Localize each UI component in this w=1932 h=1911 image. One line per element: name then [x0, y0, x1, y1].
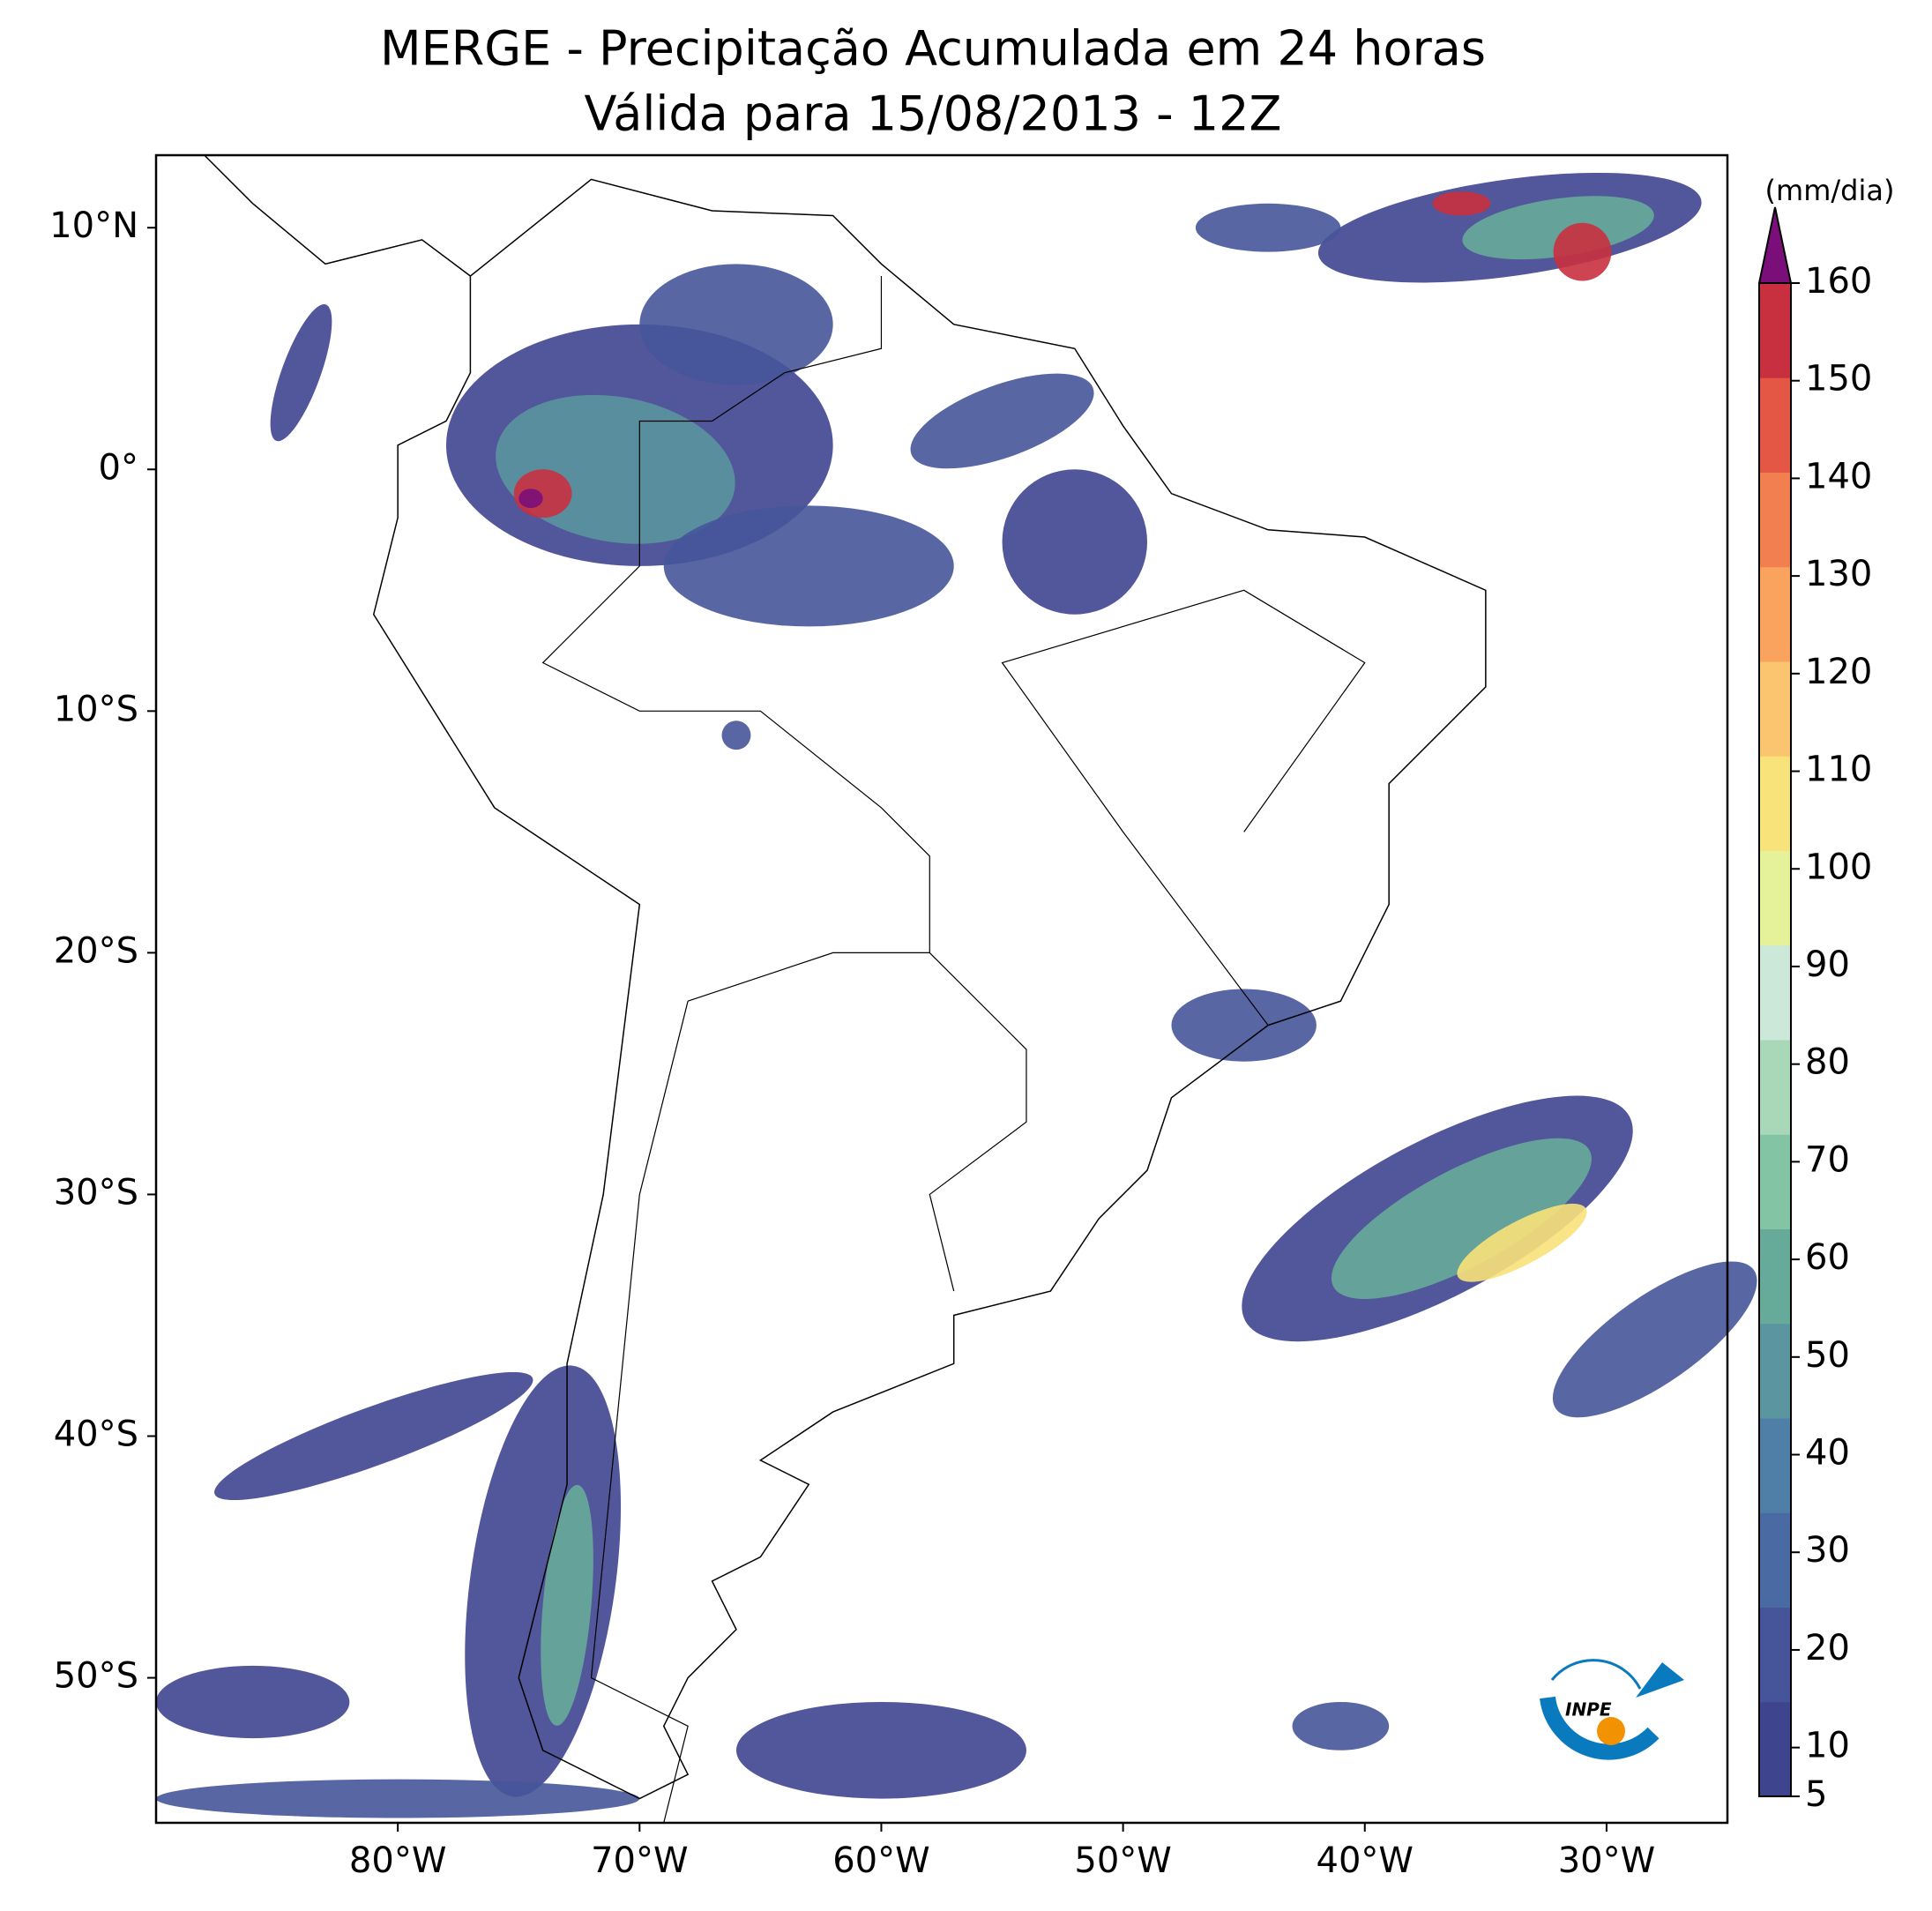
colorbar-segment	[1759, 566, 1791, 662]
precip-area	[1331, 1138, 1592, 1299]
y-tick-label: 10°S	[54, 689, 138, 729]
colorbar-tick-label: 5	[1805, 1774, 1827, 1815]
precip-area	[270, 304, 332, 442]
colorbar-tick-label: 130	[1805, 554, 1872, 594]
precip-area	[1002, 469, 1148, 615]
x-tick-label: 40°W	[1317, 1840, 1414, 1881]
border	[929, 952, 1027, 1292]
precip-area	[735, 1701, 1026, 1799]
precip-area	[910, 373, 1094, 469]
x-tick-label: 80°W	[349, 1840, 446, 1881]
y-tick-label: 10°N	[49, 205, 138, 246]
colorbar-tick-label: 20	[1805, 1628, 1850, 1668]
x-tick-label: 70°W	[591, 1840, 688, 1881]
colorbar-segment	[1759, 1607, 1791, 1703]
precip-area	[721, 720, 751, 750]
colorbar-tick-label: 110	[1805, 750, 1872, 790]
colorbar-frame	[1758, 282, 1792, 1797]
colorbar-segment	[1759, 1701, 1791, 1797]
colorbar-segment	[1759, 1134, 1791, 1229]
precip-area	[639, 264, 833, 385]
colorbar-segment	[1759, 1323, 1791, 1419]
map-frame	[154, 153, 1729, 1825]
border	[590, 1001, 689, 1824]
map-subtitle: Válida para 15/08/2013 - 12Z	[585, 86, 1282, 142]
x-tick-label: 60°W	[832, 1840, 929, 1881]
colorbar-tick-label: 90	[1805, 944, 1850, 985]
colorbar-label: (mm/dia)	[1765, 174, 1895, 207]
colorbar-tick-label: 30	[1805, 1530, 1850, 1571]
precip-area	[518, 489, 543, 509]
inpe-logo: INPE	[1540, 1659, 1684, 1760]
y-tick-label: 20°S	[54, 930, 138, 971]
svg-text:INPE: INPE	[1565, 1699, 1612, 1721]
y-tick-label: 0°	[99, 447, 138, 488]
precip-area	[1292, 1701, 1390, 1751]
colorbar-tick-label: 140	[1805, 456, 1872, 496]
colorbar-segment	[1759, 944, 1791, 1041]
colorbar-tick-label: 40	[1805, 1433, 1850, 1474]
precip-area	[1171, 989, 1317, 1062]
colorbar-extend	[1757, 206, 1793, 284]
colorbar-tick-label: 80	[1805, 1042, 1850, 1083]
colorbar-tick-label: 120	[1805, 652, 1872, 692]
precip-area	[156, 1665, 350, 1739]
colorbar-tick-label: 10	[1805, 1726, 1850, 1766]
colorbar-segment	[1759, 1040, 1791, 1135]
precip-area	[1552, 1261, 1757, 1418]
colorbar-tick-label: 70	[1805, 1139, 1850, 1180]
precip-area	[663, 505, 954, 627]
colorbar-segment	[1759, 1512, 1791, 1608]
colorbar-tick-label: 60	[1805, 1237, 1850, 1278]
y-tick-label: 40°S	[54, 1415, 138, 1455]
precip-area	[214, 1371, 533, 1501]
colorbar-tick-label: 50	[1805, 1335, 1850, 1376]
precip-area	[541, 1484, 593, 1726]
y-tick-label: 30°S	[54, 1172, 138, 1213]
colorbar-segment	[1759, 850, 1791, 946]
colorbar-segment	[1759, 472, 1791, 568]
map-area	[156, 154, 1757, 1824]
colorbar-segment	[1759, 1228, 1791, 1325]
colorbar-segment	[1759, 283, 1791, 378]
precip-area	[156, 1779, 640, 1818]
colorbar-tick-label: 100	[1805, 847, 1872, 887]
colorbar-tick-label: 150	[1805, 359, 1872, 399]
precip-area	[1195, 203, 1341, 252]
colorbar-segment	[1759, 377, 1791, 473]
x-tick-label: 30°W	[1558, 1840, 1655, 1881]
colorbar-segment	[1759, 1418, 1791, 1513]
x-tick-label: 50°W	[1074, 1840, 1171, 1881]
precip-area	[1457, 1203, 1587, 1282]
precip-area	[1432, 191, 1491, 216]
colorbar-segment	[1759, 661, 1791, 757]
colorbar-tick-label: 160	[1805, 261, 1872, 302]
border	[541, 276, 930, 1002]
y-tick-label: 50°S	[54, 1656, 138, 1697]
border	[1001, 589, 1366, 1026]
precip-area	[1553, 222, 1612, 281]
map-title: MERGE - Precipitação Acumulada em 24 hor…	[380, 21, 1486, 77]
colorbar-segment	[1759, 756, 1791, 851]
coastline	[204, 154, 1487, 1800]
